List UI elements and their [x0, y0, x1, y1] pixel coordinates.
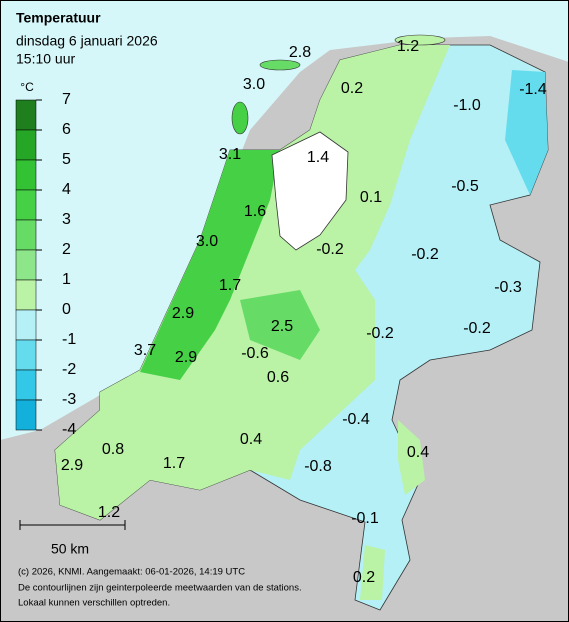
station-value: 1.2 [397, 38, 419, 55]
legend-swatch [15, 129, 37, 161]
legend-label: -1 [62, 331, 76, 348]
station-value: 1.2 [98, 504, 120, 521]
station-value: 1.4 [307, 149, 329, 166]
legend-label: 4 [62, 181, 71, 198]
legend-label: 5 [62, 151, 71, 168]
station-value: 2.5 [271, 318, 293, 335]
legend-swatch [15, 309, 37, 341]
station-value: -1.0 [453, 97, 481, 114]
station-value: 2.9 [175, 349, 197, 366]
station-value: 1.6 [244, 203, 266, 220]
legend-label: 6 [62, 121, 71, 138]
station-value: -0.2 [366, 325, 394, 342]
station-value: 3.0 [243, 76, 265, 93]
legend-swatch [15, 159, 37, 191]
mild-area [398, 420, 425, 495]
station-value: -0.1 [351, 510, 379, 527]
station-value: -0.8 [304, 458, 332, 475]
station-value: -0.6 [241, 345, 269, 362]
legend-label: 7 [62, 91, 71, 108]
station-value: 3.7 [134, 342, 156, 359]
mild-area [360, 545, 385, 600]
legend-label: 3 [62, 211, 71, 228]
station-value: -0.2 [411, 246, 439, 263]
legend-label: 2 [62, 241, 71, 258]
legend-unit: °C [20, 80, 34, 94]
legend-label: 0 [62, 301, 71, 318]
legend-label: -2 [62, 361, 76, 378]
station-value: 3.1 [219, 146, 241, 163]
station-value: -0.5 [451, 178, 479, 195]
warm-area [140, 150, 280, 380]
cold-area [505, 70, 548, 195]
island [231, 101, 249, 135]
station-value: -0.2 [463, 320, 491, 337]
station-value: 0.4 [407, 444, 429, 461]
station-value: 2.9 [61, 457, 83, 474]
legend: 7 6 5 4 3 2 1 0 -1 -2 -3 -4 [15, 91, 76, 438]
station-value: 0.6 [267, 369, 289, 386]
station-value: 0.2 [353, 569, 375, 586]
station-value: -0.2 [316, 241, 344, 258]
station-value: 2.8 [289, 44, 311, 61]
legend-swatch [15, 249, 37, 281]
station-value: 0.2 [341, 80, 363, 97]
station-value: 0.8 [102, 441, 124, 458]
legend-swatch [15, 99, 37, 131]
legend-swatch [15, 189, 37, 221]
stations: 2.8 1.2 3.0 0.2 -1.0 -1.4 3.1 1.4 -0.5 0.1 1.6 3.0 -… [61, 38, 547, 586]
footer-line: Lokaal kunnen verschillen optreden. [18, 598, 170, 609]
warm-area [240, 290, 320, 360]
station-value: 3.0 [196, 233, 218, 250]
legend-swatch [15, 369, 37, 401]
station-value: -0.4 [342, 411, 370, 428]
station-value: -0.3 [494, 279, 522, 296]
legend-swatch [15, 219, 37, 251]
legend-label: 1 [62, 271, 71, 288]
mild-area [55, 45, 450, 520]
time: 15:10 uur [16, 51, 75, 67]
date: dinsdag 6 januari 2026 [16, 33, 158, 49]
station-value: 1.7 [219, 277, 241, 294]
legend-swatch [15, 279, 37, 311]
station-value: 0.1 [360, 189, 382, 206]
station-value: 0.4 [240, 431, 262, 448]
scale-label: 50 km [51, 541, 89, 557]
island [394, 34, 446, 46]
title: Temperatuur [16, 10, 101, 26]
station-value: 2.9 [172, 305, 194, 322]
legend-label: -4 [62, 421, 76, 438]
footer-line: De contourlijnen zijn geinterpoleerde me… [18, 583, 302, 594]
sea [0, 0, 569, 440]
station-value: -1.4 [519, 81, 547, 98]
legend-swatch [15, 339, 37, 371]
footer-line: (c) 2026, KNMI. Aangemaakt: 06-01-2026, … [18, 567, 245, 578]
lake [271, 131, 349, 251]
legend-swatch [15, 399, 37, 431]
island [259, 59, 301, 71]
legend-label: -3 [62, 391, 76, 408]
station-value: 1.7 [163, 455, 185, 472]
